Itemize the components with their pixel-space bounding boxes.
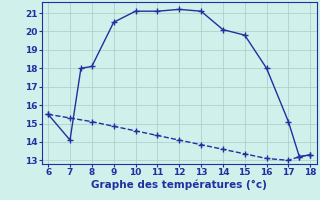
X-axis label: Graphe des températures (°c): Graphe des températures (°c) xyxy=(91,180,267,190)
